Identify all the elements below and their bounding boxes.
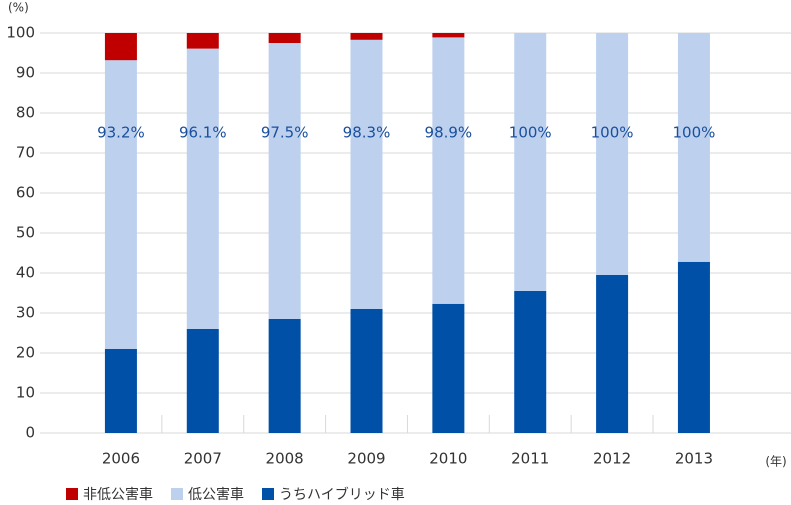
legend-swatch bbox=[66, 488, 78, 500]
x-tick-label: 2009 bbox=[347, 450, 385, 468]
data-label: 98.9% bbox=[425, 124, 473, 142]
x-tick-label: 2012 bbox=[593, 450, 631, 468]
data-label: 98.3% bbox=[343, 124, 391, 142]
bar-segment bbox=[432, 33, 465, 38]
y-tick-label: 40 bbox=[16, 264, 35, 282]
bar-segment bbox=[514, 291, 547, 433]
bar-segment bbox=[268, 43, 301, 319]
y-tick-label: 20 bbox=[16, 344, 35, 362]
legend-swatch bbox=[262, 488, 274, 500]
y-tick-label: 100 bbox=[6, 24, 35, 42]
y-tick-label: 50 bbox=[16, 224, 35, 242]
data-label: 100% bbox=[591, 124, 634, 142]
bar-segment bbox=[104, 349, 137, 433]
bar-segment bbox=[104, 33, 137, 61]
bar-segment bbox=[677, 33, 710, 262]
data-label: 93.2% bbox=[97, 124, 145, 142]
bar-segment bbox=[677, 261, 710, 433]
x-axis-label: (年) bbox=[765, 455, 786, 469]
legend-label: 低公害車 bbox=[188, 486, 244, 503]
bar-segment bbox=[186, 48, 219, 329]
y-tick-label: 80 bbox=[16, 104, 35, 122]
x-tick-label: 2006 bbox=[102, 450, 140, 468]
bar-segment bbox=[350, 39, 383, 310]
bar-segment bbox=[596, 33, 629, 275]
y-tick-label: 30 bbox=[16, 304, 35, 322]
legend-label: 非低公害車 bbox=[83, 486, 153, 503]
y-tick-label: 60 bbox=[16, 184, 35, 202]
bar-segment bbox=[432, 303, 465, 433]
y-tick-label: 90 bbox=[16, 64, 35, 82]
x-tick-label: 2013 bbox=[675, 450, 713, 468]
data-label: 100% bbox=[673, 124, 716, 142]
bar-segment bbox=[104, 60, 137, 349]
bar-segment bbox=[268, 33, 301, 43]
y-tick-label: 10 bbox=[16, 384, 35, 402]
bar-segment bbox=[186, 33, 219, 49]
data-label: 97.5% bbox=[261, 124, 309, 142]
bar-segment bbox=[350, 33, 383, 40]
y-axis-label: (%) bbox=[8, 1, 29, 15]
legend-swatch bbox=[171, 488, 183, 500]
x-tick-label: 2011 bbox=[511, 450, 549, 468]
legend-label: うちハイブリッド車 bbox=[279, 486, 405, 503]
x-tick-label: 2010 bbox=[429, 450, 467, 468]
data-label: 96.1% bbox=[179, 124, 227, 142]
x-tick-label: 2007 bbox=[184, 450, 222, 468]
bar-segment bbox=[596, 275, 629, 433]
bar-segment bbox=[514, 33, 547, 291]
data-label: 100% bbox=[509, 124, 552, 142]
bar-segment bbox=[268, 319, 301, 433]
y-tick-label: 0 bbox=[25, 424, 35, 442]
bar-segment bbox=[186, 329, 219, 433]
bar-segment bbox=[432, 37, 465, 304]
bar-segment bbox=[350, 309, 383, 433]
y-tick-label: 70 bbox=[16, 144, 35, 162]
x-tick-label: 2008 bbox=[266, 450, 304, 468]
